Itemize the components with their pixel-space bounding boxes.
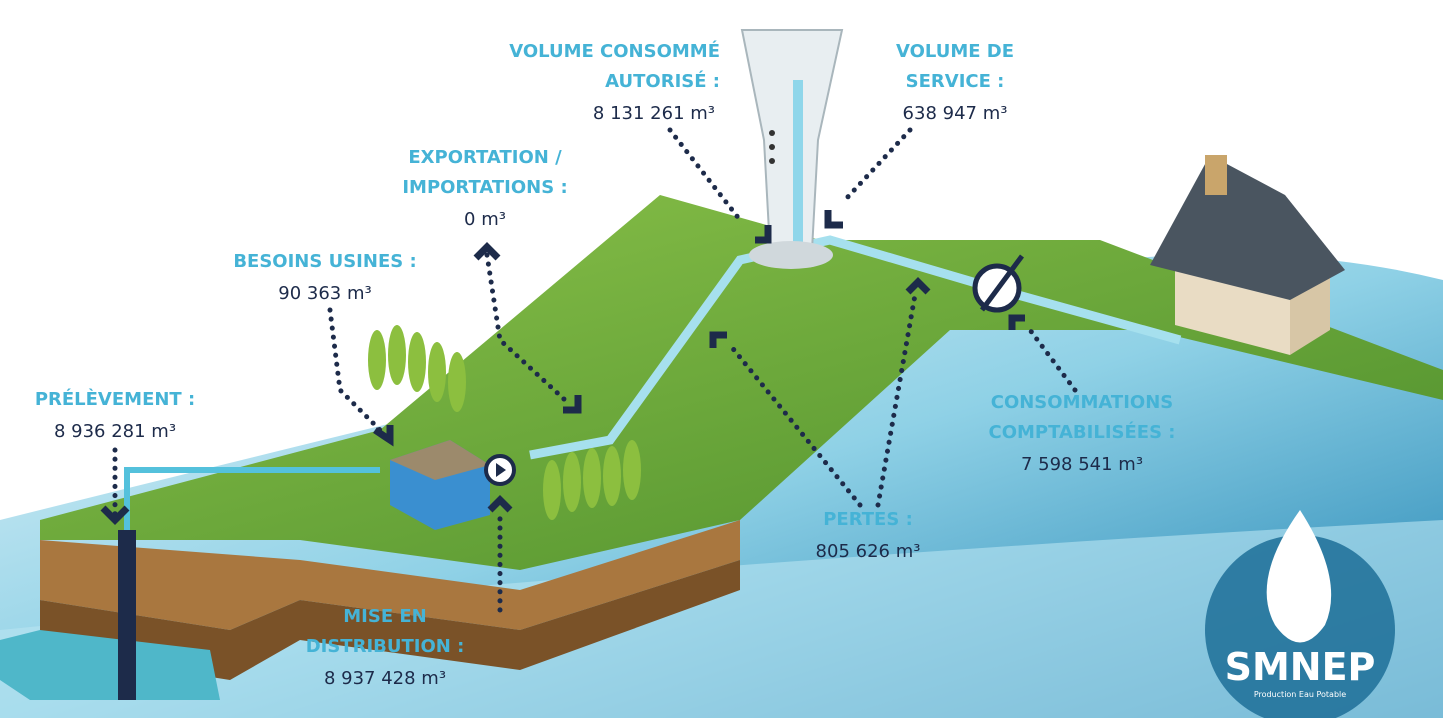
factory xyxy=(390,440,516,530)
label-value: 8 131 261 m³ xyxy=(593,103,715,124)
logo-name: SMNEP xyxy=(1225,645,1376,689)
label-title: VOLUME CONSOMMÉ xyxy=(509,40,720,62)
label-value: 805 626 m³ xyxy=(816,541,921,562)
label-title: AUTORISÉ : xyxy=(605,70,720,92)
label-title: PRÉLÈVEMENT : xyxy=(35,388,195,410)
label-title: MISE EN xyxy=(343,606,427,627)
label-value: 8 937 428 m³ xyxy=(324,668,446,689)
label-value: 7 598 541 m³ xyxy=(1021,454,1143,475)
logo: SMNEP Production Eau Potable xyxy=(1205,510,1395,718)
label-title: DISTRIBUTION : xyxy=(306,636,465,657)
label-title: BESOINS USINES : xyxy=(233,251,416,272)
label-value: 0 m³ xyxy=(464,209,506,230)
label-title: CONSOMMATIONS xyxy=(991,392,1174,413)
label-title: SERVICE : xyxy=(906,71,1005,92)
label-title: PERTES : xyxy=(823,509,913,530)
trees xyxy=(368,325,641,520)
label-title: IMPORTATIONS : xyxy=(402,177,567,198)
labels: PRÉLÈVEMENT : 8 936 281 m³ BESOINS USINES … xyxy=(35,40,1176,689)
water-tower xyxy=(740,29,844,269)
label-value: 90 363 m³ xyxy=(278,283,371,304)
label-title: VOLUME DE xyxy=(896,41,1014,62)
logo-tagline: Production Eau Potable xyxy=(1254,690,1346,699)
house xyxy=(1150,155,1345,355)
label-value: 638 947 m³ xyxy=(903,103,1008,124)
label-title: COMPTABILISÉES : xyxy=(989,421,1176,443)
meter xyxy=(972,254,1025,313)
label-title: EXPORTATION / xyxy=(408,147,562,168)
label-value: 8 936 281 m³ xyxy=(54,421,176,442)
connectors xyxy=(100,127,1078,613)
